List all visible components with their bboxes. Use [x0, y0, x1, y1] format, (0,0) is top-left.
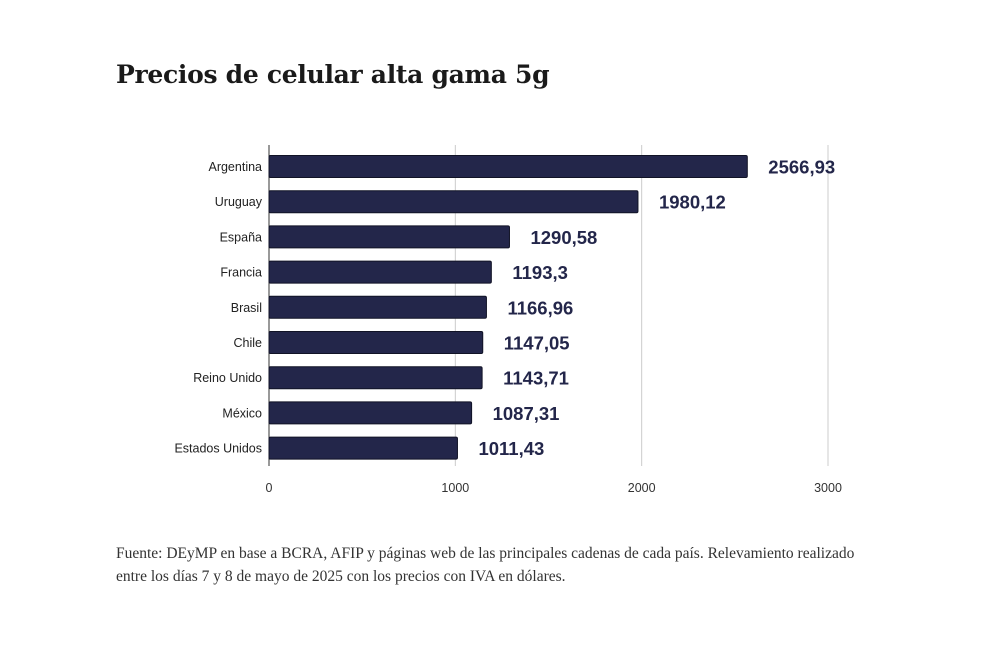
bar: [268, 436, 458, 460]
data-label: 1166,96: [507, 297, 573, 318]
x-tick-label: 0: [266, 481, 273, 495]
source-note: Fuente: DEyMP en base a BCRA, AFIP y pág…: [116, 545, 855, 585]
data-label: 1290,58: [530, 227, 597, 248]
data-label: 1011,43: [478, 438, 544, 459]
category-label: Chile: [234, 336, 263, 350]
category-label: Francia: [220, 266, 262, 280]
bar: [268, 155, 748, 178]
bar: [268, 295, 487, 319]
category-label: México: [222, 406, 262, 420]
data-label: 1193,3: [512, 262, 568, 283]
category-label: Brasil: [231, 301, 262, 315]
category-label: Argentina: [208, 160, 262, 174]
data-label: 1147,05: [504, 333, 570, 354]
data-label: 1980,12: [659, 192, 726, 213]
bar: [268, 331, 484, 354]
category-label: Uruguay: [215, 195, 263, 209]
bar: [268, 190, 639, 214]
x-tick-label: 3000: [814, 481, 842, 495]
category-label: España: [220, 230, 262, 244]
data-label: 1087,31: [493, 403, 560, 424]
category-label: Reino Unido: [193, 371, 262, 385]
x-tick-label: 1000: [441, 481, 469, 495]
bar: [268, 401, 473, 425]
bar-chart: 0 1000 2000 3000 Argentina 2566,93 Uruguay 1980…: [174, 145, 842, 495]
bar: [268, 366, 483, 390]
data-label: 2566,93: [768, 157, 835, 178]
category-label: Estados Unidos: [174, 442, 262, 456]
chart-title: Precios de celular alta gama 5g: [116, 60, 550, 89]
bar: [268, 260, 492, 284]
data-label: 1143,71: [503, 368, 569, 389]
bar: [268, 225, 510, 249]
x-tick-label: 2000: [628, 481, 656, 495]
